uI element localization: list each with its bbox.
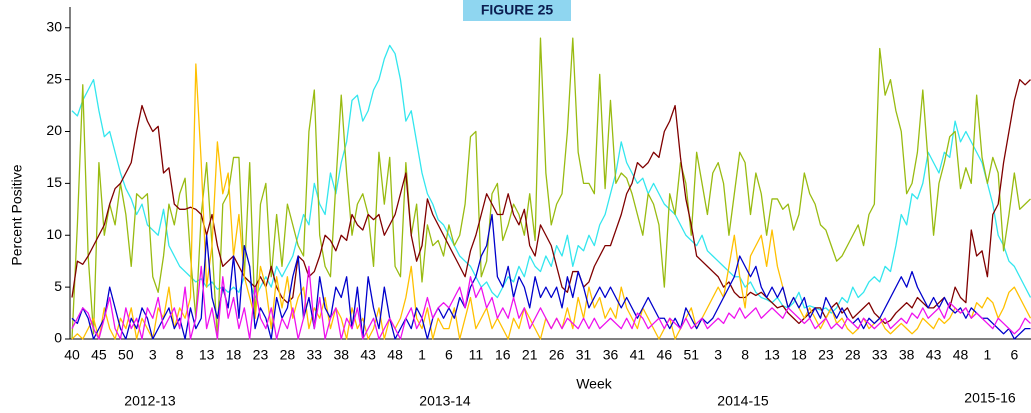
x-tick-label: 13 [199, 347, 215, 363]
x-tick-label: 13 [764, 347, 780, 363]
x-tick-label: 6 [445, 347, 453, 363]
series-line [71, 265, 1031, 340]
x-tick-label: 43 [926, 347, 942, 363]
x-tick-label: 41 [630, 347, 646, 363]
x-tick-label: 36 [603, 347, 619, 363]
series-line [71, 78, 1031, 325]
x-tick-label: 48 [953, 347, 969, 363]
x-tick-label: 8 [176, 347, 184, 363]
x-tick-label: 46 [657, 347, 673, 363]
x-tick-label: 23 [253, 347, 269, 363]
x-tick-label: 28 [280, 347, 296, 363]
y-tick-label: 20 [46, 122, 62, 138]
x-tick-label: 21 [522, 347, 538, 363]
season-label: 2012-13 [124, 393, 176, 409]
series-line [71, 213, 1031, 340]
y-tick-label: 10 [46, 226, 62, 242]
x-tick-label: 1 [984, 347, 992, 363]
x-tick-label: 11 [469, 347, 484, 363]
x-axis-label: Week [576, 376, 613, 392]
x-tick-label: 6 [1010, 347, 1018, 363]
x-tick-label: 31 [576, 347, 592, 363]
y-tick-label: 0 [54, 330, 62, 346]
season-label: 2015-16 [964, 390, 1016, 406]
x-tick-label: 23 [818, 347, 834, 363]
y-tick-label: 25 [46, 70, 62, 86]
y-tick-label: 5 [54, 278, 62, 294]
x-tick-label: 18 [791, 347, 807, 363]
x-tick-label: 51 [683, 347, 699, 363]
x-tick-label: 33 [307, 347, 323, 363]
chart-title: FIGURE 25 [481, 2, 554, 18]
x-tick-label: 38 [333, 347, 349, 363]
x-tick-label: 43 [360, 347, 376, 363]
x-tick-label: 8 [741, 347, 749, 363]
x-tick-label: 3 [714, 347, 722, 363]
x-tick-label: 16 [495, 347, 511, 363]
x-tick-label: 26 [549, 347, 565, 363]
x-tick-label: 33 [872, 347, 888, 363]
x-tick-label: 40 [64, 347, 80, 363]
x-tick-label: 50 [118, 347, 134, 363]
y-tick-label: 15 [46, 174, 62, 190]
season-label: 2014-15 [717, 393, 769, 409]
y-axis-label: Percent Positive [9, 164, 25, 265]
season-label: 2013-14 [419, 393, 471, 409]
x-tick-label: 18 [226, 347, 242, 363]
x-tick-label: 38 [899, 347, 915, 363]
x-tick-label: 28 [845, 347, 861, 363]
series-line [71, 37, 1031, 340]
x-tick-label: 3 [149, 347, 157, 363]
x-tick-label: 1 [418, 347, 426, 363]
y-tick-label: 30 [46, 18, 62, 34]
title-box [463, 0, 571, 21]
x-tick-label: 48 [387, 347, 403, 363]
series-line [71, 44, 1031, 314]
x-tick-label: 45 [91, 347, 107, 363]
